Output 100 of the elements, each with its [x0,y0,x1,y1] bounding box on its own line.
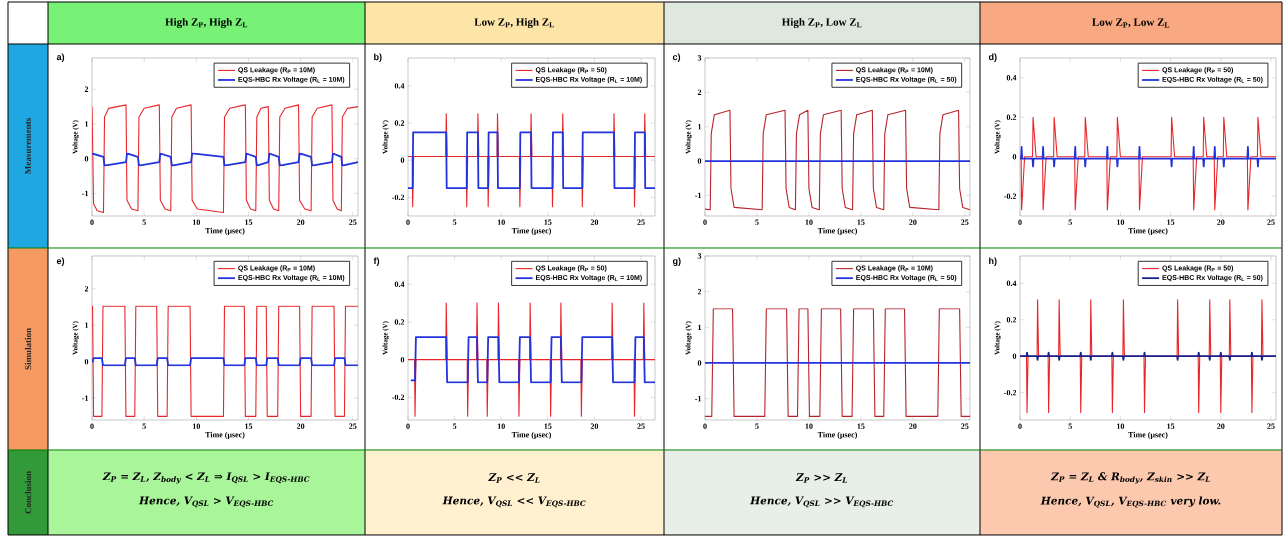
y-tick-label: 2 [697,288,702,295]
text: d) [988,53,997,62]
y-tick-label: -1 [82,190,89,197]
y-tick-label: 0 [697,360,702,366]
line-series [92,104,359,214]
text: Hence, V$_{QSL}$ >> V$_{EQS-HBC}$ [750,496,894,508]
text: Z$_{P}$ >> Z$_{L}$ [795,473,848,483]
x-tick-label: 25 [637,219,645,225]
x-axis-title: Time (μsec) [511,227,551,236]
x-axis-title: Time (μsec) [1128,227,1168,236]
x-tick-label: 15 [544,423,552,429]
x-tick-label: 0 [90,423,94,429]
x-tick-label: 5 [142,219,146,225]
text: Measurements [25,118,32,174]
y-tick-label: 0 [84,358,89,365]
x-tick-label: 10 [497,423,505,429]
y-tick-label: 0 [1012,154,1017,160]
x-tick-label: 10 [1117,423,1125,429]
y-tick-label: 1 [85,121,89,127]
x-tick-label: 0 [703,423,707,429]
x-axis-title: Time (μsec) [817,431,857,440]
y-tick-label: 1 [698,324,702,330]
x-axis-title: Time (μsec) [817,227,857,236]
x-axis-title: Time (μsec) [1128,431,1168,440]
y-tick-label: 0 [1012,353,1017,359]
y-tick-label: 0.2 [394,120,405,126]
x-axis-title: Time (μsec) [205,431,245,440]
x-tick-label: 20 [1217,423,1225,429]
text: Z$_{P}$ = Z$_{L}$, Z$_{body}$ < Z$_{L}$ ⇒ I$_{QSL}$ > I$_{EQS-HBC}$ [102,472,310,484]
x-tick-label: 5 [452,423,457,429]
x-tick-label: 10 [805,423,813,429]
y-tick-label: 0.4 [1006,280,1017,287]
x-tick-label: 5 [142,423,146,429]
x-tick-label: 5 [1068,423,1072,429]
x-tick-label: 20 [909,423,917,429]
y-tick-label: -0.2 [392,394,405,401]
x-tick-label: 25 [349,219,357,225]
text: a) [56,53,65,62]
x-tick-label: 20 [1217,219,1225,225]
x-tick-label: 20 [909,219,917,225]
x-tick-label: 5 [1068,219,1072,225]
y-tick-label: 0.2 [394,319,405,325]
y-tick-label: 1 [85,322,89,328]
y-tick-label: 0 [400,356,405,363]
x-tick-label: 10 [192,219,201,225]
text: c) [672,53,681,62]
text: g) [672,257,681,266]
x-tick-label: 15 [857,219,865,225]
y-tick-label: 2 [84,86,89,92]
x-tick-label: 15 [245,423,253,429]
x-tick-label: 10 [192,423,201,429]
chart-title: High Z$_{P}$, Low Z$_{L}$ [781,17,862,29]
x-axis-title: Time (μsec) [511,431,551,440]
text: Conclusion [24,471,32,514]
x-tick-label: 5 [452,219,457,225]
x-tick-label: 0 [90,219,94,225]
text: Hence, V$_{QSL}$, V$_{EQS-HBC}$ very low. [1040,496,1221,508]
y-tick-label: 3 [697,253,702,259]
x-tick-label: 15 [857,423,865,429]
y-tick-label: -1 [82,395,89,401]
y-tick-label: 0.2 [1006,114,1017,120]
chart-title: Low Z$_{P}$, Low Z$_{L}$ [1092,18,1170,28]
x-tick-label: 10 [1117,219,1125,225]
text: Simulation [24,328,32,370]
y-tick-label: -0.2 [1004,389,1017,396]
text: f) [373,257,380,266]
text: e) [56,257,65,266]
y-tick-label: 2 [84,286,89,292]
chart-title: Low Z$_{P}$, High Z$_{L}$ [474,17,554,29]
y-tick-label: 0 [84,155,89,162]
x-tick-label: 0 [1018,423,1022,429]
x-tick-label: 20 [296,423,305,429]
text: Hence, V$_{QSL}$ > V$_{EQS-HBC}$ [138,496,274,508]
y-tick-label: 1 [698,124,702,130]
x-tick-label: 15 [1167,423,1175,429]
x-tick-label: 25 [961,423,969,429]
text: b) [374,53,382,62]
x-tick-label: 25 [1267,219,1275,225]
x-tick-label: 5 [755,219,759,225]
y-tick-label: 0 [697,158,702,164]
x-tick-label: 25 [1267,423,1275,429]
y-tick-label: 2 [697,89,702,95]
y-tick-label: 0.4 [1006,75,1017,81]
x-tick-label: 5 [755,423,759,429]
x-tick-label: 20 [590,219,599,225]
x-tick-label: 0 [406,423,410,429]
x-tick-label: 20 [590,423,599,429]
x-tick-label: 15 [1167,219,1175,225]
y-tick-label: 0.4 [394,281,405,287]
x-tick-label: 20 [296,219,305,225]
chart-title: High Z$_{P}$, High Z$_{L}$ [165,17,248,29]
text: h) [989,257,997,266]
x-tick-label: 0 [406,219,410,225]
x-tick-label: 0 [1018,219,1022,225]
text: Z$_{P}$ = Z$_{L}$ & R$_{body}$, Z$_{skin}$ >> Z$_{L}$ [1050,472,1210,484]
y-tick-label: 0.4 [394,83,405,89]
x-tick-label: 10 [805,219,813,225]
line-series [705,109,970,211]
y-tick-label: -0.2 [392,194,405,201]
x-axis-title: Time (μsec) [205,227,245,236]
